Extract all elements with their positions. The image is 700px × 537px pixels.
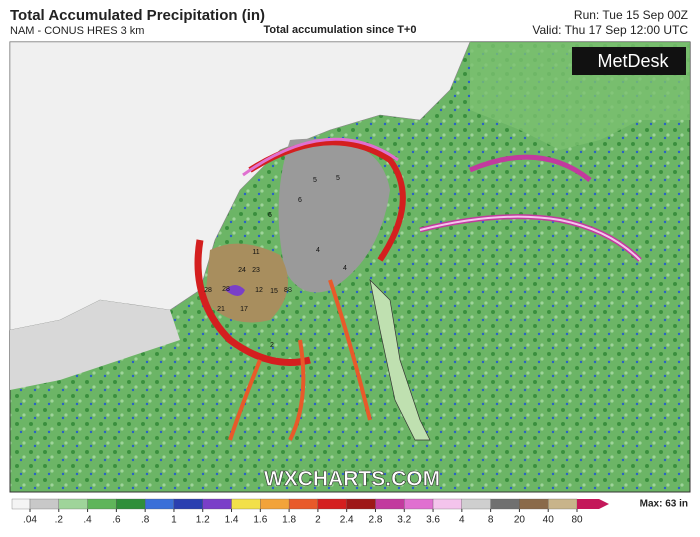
map-value: 8 (284, 287, 288, 294)
subtitle: Total accumulation since T+0 (264, 24, 417, 36)
tick-label: .04 (23, 515, 37, 526)
tick-label: 40 (543, 515, 555, 526)
core-gray (278, 138, 390, 293)
color-swatch (58, 498, 88, 510)
florida (369, 278, 431, 441)
tick-label: 20 (514, 515, 526, 526)
map: MetDesk WXCHARTS.COM (9, 41, 691, 493)
map-value: 5 (313, 177, 317, 184)
color-swatch (548, 498, 578, 510)
map-value: 28 (204, 287, 212, 294)
map-value: 4 (316, 247, 320, 254)
logo: MetDesk (597, 51, 669, 71)
tick-label: 8 (488, 515, 494, 526)
map-value: 6 (268, 212, 272, 219)
core-purple (225, 285, 245, 296)
color-swatch (202, 498, 232, 510)
tick-label: 2.8 (369, 515, 383, 526)
tick-label: 2.4 (340, 515, 354, 526)
color-swatch (260, 498, 290, 510)
gulf-light (10, 300, 180, 390)
map-value: 12 (255, 287, 263, 294)
title: Total Accumulated Precipitation (in) (10, 7, 265, 24)
map-value: 28 (222, 286, 230, 293)
band-feeder (228, 279, 372, 441)
core-brown (205, 243, 288, 323)
color-swatch (375, 498, 405, 510)
map-value: 11 (252, 249, 259, 256)
model: NAM - CONUS HRES 3 km (10, 25, 144, 37)
color-swatch (173, 498, 203, 510)
tick-label: 1.6 (253, 515, 267, 526)
tick-label: 1.2 (196, 515, 210, 526)
map-value: 2 (270, 342, 274, 349)
tick-label: .2 (55, 515, 64, 526)
color-swatch (490, 498, 520, 510)
band-red (248, 139, 406, 262)
valid: Valid: Thu 17 Sep 12:00 UTC (532, 23, 688, 37)
color-swatch (145, 498, 175, 510)
tick-label: 1.8 (282, 515, 296, 526)
color-arrow (577, 499, 609, 509)
tick-label: 3.2 (397, 515, 411, 526)
color-swatch (346, 498, 376, 510)
color-swatch (116, 498, 146, 510)
tick-label: .6 (112, 515, 121, 526)
watermark: WXCHARTS.COM (264, 468, 440, 491)
tick-label: 3.6 (426, 515, 440, 526)
color-swatch (432, 498, 462, 510)
color-swatch (29, 498, 59, 510)
tick-label: 1 (171, 515, 177, 526)
color-swatch (87, 498, 117, 510)
tick-label: .4 (83, 515, 92, 526)
map-value: 8 (288, 287, 292, 294)
color-swatch (11, 498, 31, 510)
legend-max: Max: 63 in (640, 499, 688, 510)
tick-label: 4 (459, 515, 465, 526)
map-value: 4 (343, 265, 347, 272)
tick-label: 1.4 (225, 515, 239, 526)
tick-label: .8 (141, 515, 150, 526)
run: Run: Tue 15 Sep 00Z (574, 8, 688, 22)
tick-label: 80 (571, 515, 583, 526)
map-value: 24 (238, 267, 246, 274)
color-swatch (317, 498, 347, 510)
tick-label: 2 (315, 515, 321, 526)
color-swatch (288, 498, 319, 510)
map-value: 23 (252, 267, 260, 274)
map-value: 15 (270, 288, 278, 295)
band-offshore-light (419, 215, 641, 261)
legend: .04 .2 .4 .6 .8 1 1.2 1.4 1.6 1.8 2 2.4 2.8 3.2 3.6 4 8 2… (11, 498, 609, 526)
map-value: 5 (336, 175, 340, 182)
color-swatch (461, 498, 491, 510)
color-swatch (231, 498, 261, 510)
color-swatch (404, 498, 434, 510)
map-value: 6 (298, 197, 302, 204)
band-pink (242, 137, 399, 177)
map-value: 21 (217, 306, 225, 313)
color-swatch (519, 498, 549, 510)
map-value: 17 (240, 306, 248, 313)
band-red-south (194, 239, 311, 366)
logo-box (572, 47, 686, 75)
